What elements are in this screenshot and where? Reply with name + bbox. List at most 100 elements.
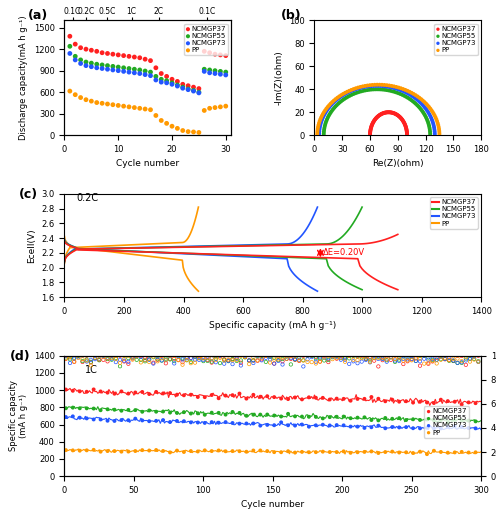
NCMGP55: [284, 410, 292, 418]
NCMGP37: [90, 386, 98, 394]
Point: [116, 356, 124, 364]
NCMGP73: [291, 421, 299, 430]
NCMGP73: [315, 129, 323, 137]
Point: [104, 353, 112, 361]
NCMGP73: [431, 129, 439, 137]
NCMGP37: [208, 391, 216, 399]
NCMGP37: [93, 47, 101, 55]
NCMGP37: [211, 50, 219, 58]
PP: [444, 449, 452, 457]
PP: [451, 449, 459, 457]
NCMGP55: [216, 67, 224, 75]
PP: [437, 448, 445, 456]
NCMGP73: [429, 118, 436, 126]
NCMGP37: [368, 120, 376, 129]
NCMGP73: [317, 118, 325, 126]
NCMGP55: [125, 65, 133, 73]
NCMGP55: [263, 411, 271, 419]
Point: [387, 353, 395, 361]
NCMGP73: [319, 114, 327, 122]
Point: [429, 357, 436, 365]
NCMGP73: [340, 421, 348, 430]
NCMGP55: [93, 60, 101, 68]
Point: [399, 355, 407, 363]
PP: [159, 447, 167, 455]
NCMGP37: [380, 109, 388, 117]
Point: [175, 356, 183, 364]
NCMGP37: [187, 391, 195, 399]
Point: [241, 353, 249, 361]
Point: [70, 358, 78, 366]
Point: [195, 356, 203, 364]
PP: [366, 81, 374, 89]
Point: [404, 356, 412, 365]
PP: [319, 447, 327, 456]
PP: [222, 447, 230, 455]
NCMGP55: [424, 118, 432, 126]
Point: [149, 358, 157, 367]
Point: [328, 353, 336, 361]
Text: (d): (d): [10, 350, 31, 362]
NCMGP73: [93, 63, 101, 72]
NCMGP73: [414, 96, 422, 104]
PP: [434, 121, 442, 130]
Point: [445, 356, 453, 365]
NCMGP55: [424, 117, 432, 125]
Point: [433, 359, 440, 368]
NCMGP73: [200, 67, 208, 75]
PP: [189, 128, 197, 136]
Point: [233, 355, 241, 363]
NCMGP37: [395, 112, 403, 120]
PP: [399, 85, 407, 93]
Point: [470, 352, 478, 360]
NCMGP37: [416, 398, 424, 406]
Point: [412, 354, 420, 362]
NCMGP55: [321, 122, 329, 130]
NCMGP37: [326, 395, 334, 403]
PP: [104, 100, 112, 108]
PP: [335, 92, 343, 100]
Point: [466, 357, 474, 366]
NCMGP37: [298, 395, 306, 403]
NCMGP55: [396, 90, 404, 98]
PP: [357, 83, 365, 91]
NCMGP37: [403, 130, 411, 138]
Point: [337, 352, 345, 360]
NCMGP37: [179, 80, 186, 89]
NCMGP73: [423, 424, 431, 432]
NCMGP37: [168, 75, 176, 83]
Point: [166, 352, 174, 360]
Point: [120, 352, 128, 360]
NCMGP55: [320, 127, 328, 136]
PP: [83, 446, 91, 455]
Point: [83, 357, 91, 366]
Point: [453, 354, 461, 362]
PP: [339, 90, 347, 98]
NCMGP37: [399, 117, 407, 125]
NCMGP73: [316, 121, 324, 130]
NCMGP73: [136, 70, 144, 78]
NCMGP73: [229, 419, 237, 427]
Point: [358, 354, 366, 362]
PP: [277, 448, 285, 456]
Point: [262, 358, 270, 366]
PP: [141, 105, 149, 113]
Point: [124, 358, 132, 366]
NCMGP37: [378, 110, 386, 118]
PP: [406, 88, 414, 96]
PP: [87, 97, 95, 105]
NCMGP55: [336, 98, 344, 106]
Point: [220, 355, 228, 364]
NCMGP55: [328, 107, 336, 115]
NCMGP37: [367, 123, 375, 131]
NCMGP55: [194, 409, 202, 417]
Point: [404, 353, 412, 361]
PP: [383, 81, 391, 89]
Point: [74, 354, 82, 362]
Point: [279, 357, 287, 366]
Point: [70, 355, 78, 363]
NCMGP37: [366, 129, 374, 137]
Point: [95, 356, 103, 364]
Point: [308, 358, 315, 366]
PP: [229, 447, 237, 455]
